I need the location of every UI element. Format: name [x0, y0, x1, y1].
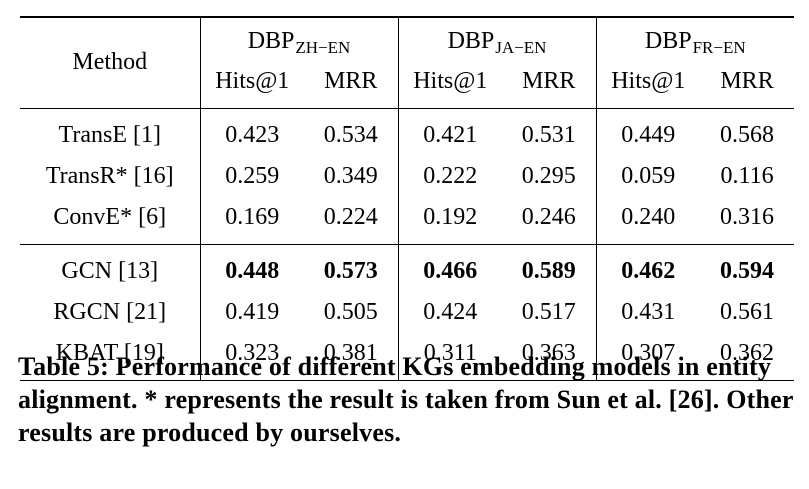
table-row: RGCN [21] 0.419 0.505 0.424 0.517 0.431 0.561 [20, 292, 794, 333]
value-cell: 0.423 [225, 122, 280, 148]
value-cell: 0.462 [621, 258, 676, 284]
value-cell: 0.594 [720, 258, 775, 284]
value-cell: 0.381 [304, 333, 399, 381]
method-cell: GCN [13] [20, 244, 201, 292]
header-row-metrics: Hits@1 MRR Hits@1 MRR Hits@1 MRR [20, 60, 795, 109]
method-cell: KBAT [19] [20, 333, 201, 381]
method-cell: TransR* [16] [20, 156, 201, 197]
dataset-sub: FR−EN [692, 38, 746, 57]
dataset-sub: ZH−EN [295, 38, 351, 57]
value-cell: 0.307 [621, 340, 676, 366]
value-cell: 0.169 [225, 204, 280, 230]
results-table-container: Method DBPZH−EN DBPJA−EN DBPFR−EN Hits@1… [20, 16, 795, 381]
value-cell: 0.349 [304, 156, 399, 197]
method-cell: ConvE* [6] [20, 197, 201, 245]
value-cell: 0.573 [304, 244, 399, 292]
value-cell: 0.534 [304, 108, 399, 156]
value-cell: 0.431 [621, 299, 676, 325]
metric-header: MRR [720, 67, 774, 94]
value-cell: 0.311 [423, 340, 477, 366]
dataset-base: DBP [644, 28, 692, 54]
value-cell: 0.259 [225, 163, 280, 189]
method-cell: TransE [1] [20, 108, 201, 156]
value-cell: 0.240 [621, 204, 676, 230]
value-cell: 0.589 [502, 244, 597, 292]
method-header: Method [20, 17, 201, 109]
value-cell: 0.316 [720, 204, 775, 230]
dataset-base: DBP [447, 28, 495, 54]
table-row: KBAT [19] 0.323 0.381 0.311 0.363 0.307 0.362 [20, 333, 795, 381]
value-cell: 0.448 [225, 258, 280, 284]
value-cell: 0.466 [423, 258, 478, 284]
value-cell: 0.421 [423, 122, 478, 148]
table-body-group-1: TransE [1] 0.423 0.534 0.421 0.531 0.449 0.568… [20, 108, 795, 245]
value-cell: 0.568 [720, 122, 775, 148]
value-cell: 0.323 [225, 340, 280, 366]
value-cell: 0.505 [304, 292, 399, 333]
value-cell: 0.192 [423, 204, 478, 230]
value-cell: 0.224 [304, 197, 399, 245]
method-cell: RGCN [21] [20, 292, 201, 333]
table-row: TransR* [16] 0.259 0.349 0.222 0.295 0.059 0.1… [20, 156, 794, 197]
dataset-base: DBP [247, 28, 295, 54]
value-cell: 0.116 [720, 163, 774, 189]
dataset-sub: JA−EN [495, 38, 547, 57]
table-caption: Table 5: Performance of different KGs em… [18, 352, 794, 447]
value-cell: 0.561 [720, 299, 775, 325]
value-cell: 0.419 [225, 299, 280, 325]
metric-header: MRR [502, 60, 597, 109]
dataset-header-zh-en: DBPZH−EN [200, 17, 399, 60]
value-cell: 0.363 [502, 333, 597, 381]
value-cell: 0.449 [621, 122, 676, 148]
table-header: Method DBPZH−EN DBPJA−EN DBPFR−EN Hits@1… [20, 17, 795, 109]
dataset-header-ja-en: DBPJA−EN [398, 17, 597, 60]
metric-header: Hits@1 [413, 67, 488, 94]
value-cell: 0.295 [502, 156, 597, 197]
metric-header: Hits@1 [611, 67, 686, 94]
value-cell: 0.362 [720, 340, 775, 366]
value-cell: 0.424 [423, 299, 478, 325]
value-cell: 0.246 [502, 197, 597, 245]
table-row: TransE [1] 0.423 0.534 0.421 0.531 0.449 0.568 [20, 108, 794, 156]
metric-header: Hits@1 [215, 67, 290, 94]
dataset-header-fr-en: DBPFR−EN [596, 17, 794, 60]
table-row: ConvE* [6] 0.169 0.224 0.192 0.246 0.240 0.316 [20, 197, 795, 245]
table-row: GCN [13] 0.448 0.573 0.466 0.589 0.462 0.594 [20, 244, 794, 292]
results-table: Method DBPZH−EN DBPJA−EN DBPFR−EN Hits@1… [20, 16, 795, 381]
value-cell: 0.517 [502, 292, 597, 333]
value-cell: 0.059 [621, 163, 676, 189]
metric-header: MRR [304, 60, 399, 109]
value-cell: 0.531 [502, 108, 597, 156]
table-body-group-2: GCN [13] 0.448 0.573 0.466 0.589 0.462 0.594 RG… [20, 244, 795, 381]
header-row-datasets: Method DBPZH−EN DBPJA−EN DBPFR−EN [20, 17, 795, 109]
value-cell: 0.222 [423, 163, 478, 189]
